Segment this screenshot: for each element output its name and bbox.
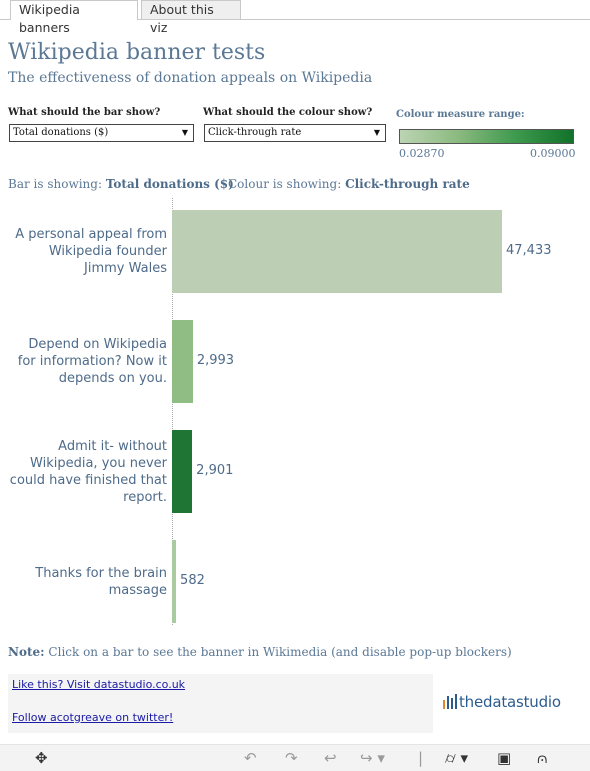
colour-range-legend bbox=[399, 129, 574, 144]
colour-measure-value: Click-through rate bbox=[208, 127, 302, 138]
bar-label: Thanks for the brain massage bbox=[35, 565, 167, 598]
chevron-down-icon: ▼ bbox=[373, 128, 380, 137]
colour-range-max: 0.09000 bbox=[530, 147, 576, 160]
bar-value-label: 2,901 bbox=[196, 462, 234, 478]
refresh-icon[interactable]: ↪ ▾ bbox=[360, 749, 385, 767]
colour-range-min: 0.02870 bbox=[399, 147, 445, 160]
bar-label: A personal appeal from Wikipedia founder… bbox=[15, 227, 167, 276]
bar-showing-value: Total donations ($) bbox=[105, 177, 234, 191]
bar[interactable] bbox=[172, 320, 193, 403]
bar-label: Admit it- without Wikipedia, you never c… bbox=[9, 438, 167, 505]
bar-showing-prefix: Bar is showing: bbox=[8, 177, 103, 191]
page-title: Wikipedia banner tests bbox=[8, 40, 266, 65]
download-icon[interactable]: ⌭ ▾ bbox=[445, 749, 469, 767]
tab-wikipedia-banners[interactable]: Wikipedia banners bbox=[10, 0, 138, 35]
move-icon[interactable]: ✥ bbox=[35, 749, 48, 767]
follow-twitter-link[interactable]: Follow acotgreave on twitter! bbox=[12, 711, 174, 724]
toolbar-divider: | bbox=[418, 749, 424, 767]
colour-range-label: Colour measure range: bbox=[396, 109, 525, 120]
chart-axis-line bbox=[172, 198, 173, 625]
bar[interactable] bbox=[172, 540, 177, 623]
fullscreen-icon[interactable]: ▣ bbox=[497, 749, 512, 767]
bar-showing-text: Bar is showing: Total donations ($) bbox=[8, 177, 234, 191]
undo-icon[interactable]: ↶ bbox=[244, 749, 257, 767]
revert-icon[interactable]: ↩ bbox=[324, 749, 337, 767]
colour-measure-select[interactable]: Click-through rate ▼ bbox=[204, 124, 386, 142]
share-icon[interactable]: ⩀ bbox=[537, 749, 548, 767]
logo-text: thedatastudio bbox=[459, 693, 561, 711]
bar[interactable] bbox=[172, 210, 502, 293]
follow-link-box: Follow acotgreave on twitter! bbox=[8, 703, 433, 733]
bar-value-label: 47,433 bbox=[506, 242, 552, 258]
logo-bars-icon bbox=[443, 694, 457, 709]
note-body: Click on a bar to see the banner in Wiki… bbox=[48, 645, 512, 659]
bar-value-label: 582 bbox=[180, 572, 205, 588]
like-link[interactable]: Like this? Visit datastudio.co.uk bbox=[12, 678, 186, 691]
colour-showing-prefix: Colour is showing: bbox=[228, 177, 342, 191]
like-link-box: Like this? Visit datastudio.co.uk bbox=[8, 674, 433, 704]
bar-measure-value: Total donations ($) bbox=[13, 127, 109, 138]
bar-value-label: 2,993 bbox=[196, 352, 235, 368]
note-text: Note: Click on a bar to see the banner i… bbox=[8, 645, 512, 659]
page-subtitle: The effectiveness of donation appeals on… bbox=[8, 70, 373, 86]
datastudio-logo[interactable]: thedatastudio bbox=[443, 693, 561, 711]
tab-bar: Wikipedia banners About this viz bbox=[0, 0, 590, 35]
bar-measure-select[interactable]: Total donations ($) ▼ bbox=[9, 124, 194, 142]
bar-label: Depend on Wikipedia for information? Now… bbox=[17, 337, 167, 386]
note-prefix: Note: bbox=[8, 645, 45, 659]
colour-showing-text: Colour is showing: Click-through rate bbox=[228, 177, 470, 191]
bar-measure-label: What should the bar show? bbox=[8, 107, 161, 118]
bar[interactable] bbox=[172, 430, 193, 513]
colour-showing-value: Click-through rate bbox=[345, 177, 470, 191]
viz-toolbar: ✥ ↶ ↷ ↩ ↪ ▾ | ⌭ ▾ ▣ ⩀ bbox=[0, 744, 590, 771]
colour-measure-label: What should the colour show? bbox=[203, 107, 373, 118]
tab-about-this-viz[interactable]: About this viz bbox=[141, 0, 241, 35]
redo-icon[interactable]: ↷ bbox=[285, 749, 298, 767]
chevron-down-icon: ▼ bbox=[181, 128, 188, 137]
